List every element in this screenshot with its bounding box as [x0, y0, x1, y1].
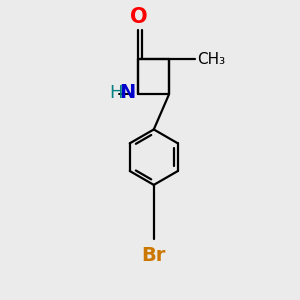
Text: H: H [110, 84, 123, 102]
Text: N: N [119, 83, 135, 103]
Text: CH₃: CH₃ [198, 52, 226, 67]
Text: Br: Br [142, 246, 166, 265]
Text: O: O [130, 7, 147, 27]
